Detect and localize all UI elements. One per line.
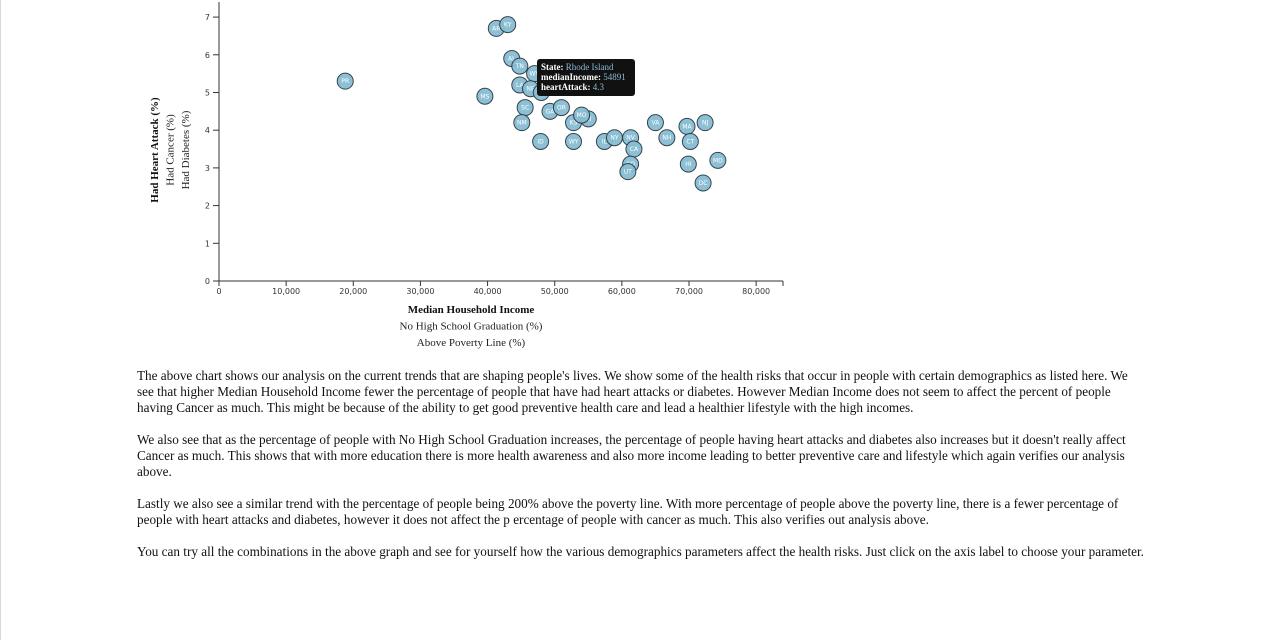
y-tick-label: 1 — [205, 239, 210, 248]
state-label: NJ — [702, 120, 708, 127]
x-tick-label: 0 — [216, 287, 221, 296]
state-circle[interactable] — [476, 87, 494, 105]
x-axis-label[interactable]: Median Household Income — [408, 304, 535, 316]
state-label: WV — [530, 71, 541, 78]
state-label: GA — [546, 108, 556, 115]
state-label: UT — [624, 169, 632, 176]
state-circle[interactable] — [681, 133, 699, 150]
y-axis-label[interactable]: Had Cancer (%) — [165, 114, 177, 186]
tooltip-x-value: 54891 — [603, 72, 626, 82]
state-label: TN — [515, 63, 524, 70]
state-label: ID — [537, 139, 544, 146]
x-tick-label: 60,000 — [608, 287, 636, 296]
state-label: PR — [341, 78, 349, 85]
scatter-chart-svg: 0 10,000 20,000 30,000 40,000 50,000 60,000 70,… — [149, 2, 784, 349]
y-tick-label: 4 — [205, 126, 210, 135]
state-label: HI — [685, 161, 692, 168]
state-label: NV — [626, 135, 635, 142]
analysis-section: The above chart shows our analysis on th… — [137, 368, 1147, 576]
state-circle[interactable] — [499, 16, 517, 34]
state-label: NY — [610, 135, 618, 142]
x-tick-label: 70,000 — [675, 287, 703, 296]
state-circle[interactable] — [696, 114, 714, 132]
state-circle[interactable] — [513, 114, 531, 132]
tooltip-x-row: medianIncome: 54891 — [541, 72, 631, 82]
tooltip-x-label: medianIncome: — [541, 72, 601, 82]
state-label: CT — [686, 139, 694, 146]
y-tick-label: 3 — [205, 164, 210, 173]
x-tick-label: 80,000 — [742, 287, 770, 296]
page-left-border — [0, 0, 1, 640]
state-label: LA — [516, 82, 524, 89]
x-tick-label: 40,000 — [474, 287, 502, 296]
analysis-paragraph-3: Lastly we also see a similar trend with … — [137, 496, 1119, 527]
state-circle[interactable] — [658, 129, 676, 147]
x-tick-label: 10,000 — [272, 287, 300, 296]
x-axis-label[interactable]: Above Poverty Line (%) — [417, 337, 526, 349]
state-circle[interactable] — [532, 133, 550, 150]
tooltip-y-row: heartAttack: 4.3 — [541, 82, 631, 92]
state-label: DC — [699, 180, 708, 187]
scatter-chart: 0 10,000 20,000 30,000 40,000 50,000 60,000 70,… — [0, 0, 820, 355]
state-label: NH — [662, 135, 671, 142]
state-label: OR — [557, 105, 566, 112]
tooltip-state-value: Rhode Island — [565, 62, 614, 72]
state-label: NE — [526, 86, 534, 93]
tooltip-state-label: State: — [541, 62, 564, 72]
state-circle[interactable] — [511, 57, 529, 75]
state-label: NM — [517, 120, 527, 127]
state-label: VA — [652, 120, 661, 127]
tooltip-y-label: heartAttack: — [541, 82, 591, 92]
x-axis-label[interactable]: No High School Graduation (%) — [400, 321, 543, 333]
x-tick-label: 20,000 — [339, 287, 367, 296]
state-circle[interactable] — [679, 155, 697, 173]
state-label: MS — [480, 93, 489, 100]
tooltip-y-value: 4.3 — [592, 82, 604, 92]
analysis-paragraph-4: You can try all the combinations in the … — [137, 544, 1144, 559]
state-label: AR — [492, 25, 500, 32]
state-circle[interactable] — [552, 99, 570, 117]
state-circle[interactable] — [336, 72, 354, 90]
y-axis-label[interactable]: Had Heart Attack (%) — [149, 97, 161, 203]
state-label: KY — [504, 22, 512, 29]
tooltip-state-row: State: Rhode Island — [541, 62, 631, 72]
state-circle[interactable] — [565, 133, 583, 150]
y-tick-label: 7 — [205, 13, 210, 22]
state-label: MO — [577, 112, 587, 119]
y-tick-label: 2 — [205, 202, 210, 211]
state-label: MA — [682, 123, 692, 130]
x-tick-label: 50,000 — [541, 287, 569, 296]
y-axis-label[interactable]: Had Diabetes (%) — [180, 110, 192, 189]
analysis-paragraph-2: We also see that as the percentage of pe… — [137, 432, 1126, 479]
x-tick-label: 30,000 — [406, 287, 434, 296]
state-label: MD — [713, 157, 723, 164]
y-tick-label: 5 — [205, 88, 210, 97]
state-circle[interactable] — [709, 151, 727, 169]
state-circle[interactable] — [573, 106, 591, 124]
state-label: WY — [569, 139, 579, 146]
state-label: AL — [508, 56, 516, 63]
state-label: KS — [570, 120, 578, 127]
analysis-paragraph-1: The above chart shows our analysis on th… — [137, 368, 1128, 415]
state-circle[interactable] — [619, 163, 637, 181]
y-tick-label: 0 — [205, 277, 210, 286]
y-tick-label: 6 — [205, 51, 210, 60]
state-label: IL — [602, 139, 608, 146]
state-label: SC — [521, 105, 529, 112]
state-label: CA — [630, 146, 639, 153]
state-circle[interactable] — [646, 114, 664, 132]
state-circle[interactable] — [694, 174, 712, 192]
state-tooltip: State: Rhode Island medianIncome: 54891 … — [537, 59, 635, 96]
